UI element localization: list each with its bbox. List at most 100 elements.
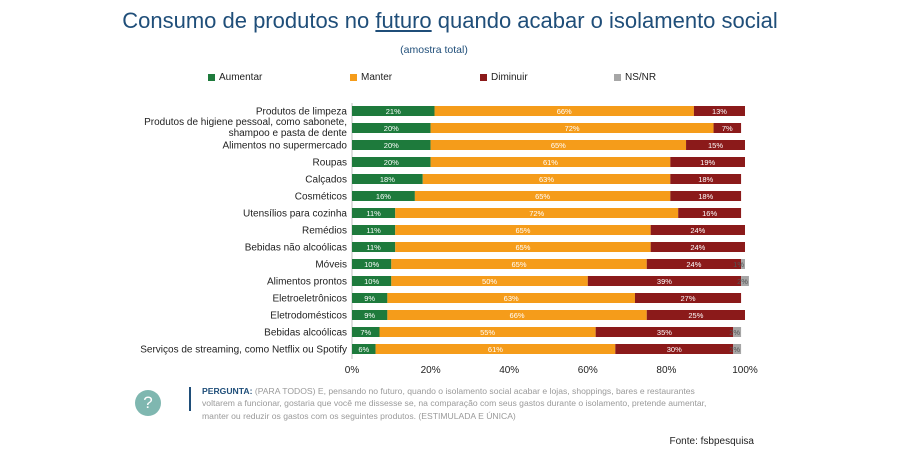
data-label: 61%	[543, 158, 558, 167]
category-label: Móveis	[315, 260, 347, 271]
bar-manter	[379, 327, 596, 337]
category-label: Bebidas não alcoólicas	[245, 243, 347, 254]
data-label: 66%	[557, 107, 572, 116]
bar-aumentar	[352, 208, 396, 218]
title-underlined-word: futuro	[375, 8, 432, 33]
data-label: 66%	[510, 311, 525, 320]
bar-diminuir	[650, 242, 745, 252]
legend-label-diminuir: Diminuir	[491, 72, 528, 83]
bar-diminuir	[686, 140, 745, 150]
bar-manter	[430, 157, 671, 167]
bar-manter	[430, 123, 714, 133]
bar-diminuir	[670, 174, 742, 184]
bar-aumentar	[352, 191, 415, 201]
category-label: Utensílios para cozinha	[243, 209, 347, 220]
data-label: 13%	[712, 107, 727, 116]
data-label: 65%	[515, 226, 530, 235]
question-divider	[189, 387, 191, 411]
data-label: 16%	[376, 192, 391, 201]
data-label: 35%	[657, 328, 672, 337]
question-footer: ? PERGUNTA: (PARA TODOS) E, pensando no …	[135, 385, 895, 445]
bar-diminuir	[678, 208, 742, 218]
category-label: Produtos de limpeza	[256, 107, 348, 118]
bar-diminuir	[595, 327, 734, 337]
legend-item-diminuir: Diminuir	[480, 72, 528, 83]
bar-nsnr	[733, 327, 742, 337]
bar-aumentar	[352, 293, 388, 303]
question-body: (PARA TODOS) E, pensando no futuro, quan…	[202, 386, 707, 421]
legend-swatch-manter	[350, 74, 357, 81]
data-label: 1%	[733, 260, 744, 269]
category-label-line: Produtos de higiene pessoal, como sabone…	[144, 117, 347, 128]
bar-aumentar	[352, 106, 435, 116]
category-label: Eletrodomésticos	[270, 311, 347, 322]
bar-diminuir	[646, 259, 742, 269]
x-tick-label: 40%	[499, 365, 519, 376]
data-label: 65%	[551, 141, 566, 150]
question-label: PERGUNTA:	[202, 386, 253, 396]
x-tick-label: 100%	[732, 365, 758, 376]
data-label: 24%	[690, 226, 705, 235]
bar-manter	[434, 106, 694, 116]
bar-manter	[391, 276, 588, 286]
data-label: 65%	[512, 260, 527, 269]
data-label: 30%	[667, 345, 682, 354]
category-label: Calçados	[305, 175, 347, 186]
data-label: 18%	[380, 175, 395, 184]
legend-swatch-aumentar	[208, 74, 215, 81]
data-label: 20%	[384, 141, 399, 150]
data-label: 50%	[482, 277, 497, 286]
category-label: Serviços de streaming, como Netflix ou S…	[140, 345, 347, 356]
data-label: 72%	[529, 209, 544, 218]
bar-aumentar	[352, 310, 388, 320]
category-label: Bebidas alcoólicas	[264, 328, 347, 339]
bar-diminuir	[713, 123, 742, 133]
question-text: PERGUNTA: (PARA TODOS) E, pensando no fu…	[202, 385, 722, 422]
legend-swatch-nsnr	[614, 74, 621, 81]
data-label: 27%	[681, 294, 696, 303]
bar-manter	[430, 140, 687, 150]
category-label: Cosméticos	[295, 192, 347, 203]
data-label: 7%	[722, 124, 733, 133]
bar-diminuir	[634, 293, 742, 303]
bar-manter	[395, 242, 651, 252]
legend-item-nsnr: NS/NR	[614, 72, 656, 83]
data-label: 10%	[364, 260, 379, 269]
source-label: Fonte: fsbpesquisa	[669, 436, 755, 447]
chart-title: Consumo de produtos no futuro quando aca…	[122, 8, 778, 33]
data-label: 2%	[729, 345, 740, 354]
bar-manter	[375, 344, 616, 354]
data-label: 2%	[737, 277, 748, 286]
data-label: 20%	[384, 158, 399, 167]
data-label: 9%	[364, 294, 375, 303]
category-label: Produtos de higiene pessoal, como sabone…	[144, 117, 347, 139]
data-label: 9%	[364, 311, 375, 320]
data-label: 72%	[565, 124, 580, 133]
bar-manter	[395, 208, 679, 218]
bar-aumentar	[352, 242, 396, 252]
data-label: 10%	[364, 277, 379, 286]
bar-nsnr	[733, 344, 742, 354]
data-label: 19%	[700, 158, 715, 167]
data-label: 7%	[360, 328, 371, 337]
data-label: 20%	[384, 124, 399, 133]
bar-nsnr	[741, 259, 745, 269]
bar-manter	[414, 191, 671, 201]
data-label: 15%	[708, 141, 723, 150]
question-icon: ?	[135, 390, 161, 416]
bar-diminuir	[670, 191, 742, 201]
bar-manter	[422, 174, 671, 184]
legend-label-manter: Manter	[361, 72, 393, 83]
stacked-bar-chart: Produtos de limpeza 21% 66% 13% Produtos de …	[140, 103, 758, 376]
category-label: Eletroeletrônicos	[273, 294, 347, 305]
category-label: Remédios	[302, 226, 347, 237]
data-label: 6%	[358, 345, 369, 354]
bar-diminuir	[646, 310, 745, 320]
category-label-line: shampoo e pasta de dente	[229, 128, 348, 139]
data-label: 61%	[488, 345, 503, 354]
data-label: 16%	[702, 209, 717, 218]
bar-diminuir	[670, 157, 745, 167]
x-tick-label: 0%	[345, 365, 360, 376]
x-tick-label: 20%	[421, 365, 441, 376]
data-label: 63%	[539, 175, 554, 184]
